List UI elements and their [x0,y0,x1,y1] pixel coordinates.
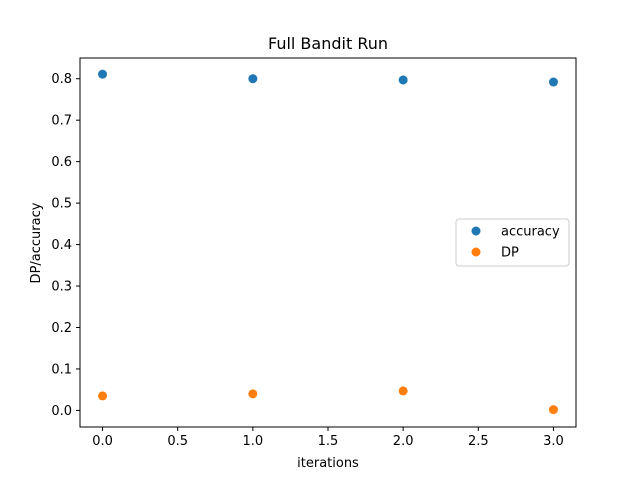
y-tick-label: 0.1 [51,362,72,377]
legend-marker-accuracy [471,226,481,236]
y-axis: 0.0 0.1 0.2 0.3 0.4 0.5 0.6 0.7 0.8 [51,72,80,419]
legend-label-dp: DP [501,246,519,261]
y-axis-label: DP/accuracy [29,202,44,283]
accuracy-point [398,75,408,85]
legend-label-accuracy: accuracy [501,225,560,240]
y-tick-label: 0.4 [51,238,72,253]
x-tick-label: 3.0 [543,434,564,449]
x-axis-label: iterations [297,456,359,471]
x-tick-label: 0.0 [92,434,113,449]
x-tick-label: 2.5 [468,434,489,449]
accuracy-point [98,69,108,79]
y-tick-label: 0.3 [51,280,72,295]
legend-box [455,218,570,267]
legend-marker-dp [471,247,481,257]
dp-point [548,405,558,415]
y-tick-label: 0.6 [51,155,72,170]
dp-point [98,391,108,401]
y-tick-label: 0.0 [51,404,72,419]
dp-point [398,386,408,396]
y-tick-label: 0.5 [51,197,72,212]
x-tick-label: 1.5 [318,434,339,449]
plot-frame [79,57,577,428]
dp-point [248,389,258,399]
chart-title: Full Bandit Run [268,34,388,53]
x-tick-label: 2.0 [393,434,414,449]
accuracy-point [548,77,558,87]
y-tick-label: 0.7 [51,114,72,129]
y-tick-label: 0.8 [51,72,72,87]
y-tick-label: 0.2 [51,321,72,336]
data-points [98,69,558,415]
accuracy-point [248,74,258,84]
x-tick-label: 1.0 [243,434,264,449]
x-axis: 0.0 0.5 1.0 1.5 2.0 2.5 3.0 [92,427,564,449]
x-tick-label: 0.5 [167,434,188,449]
legend: accuracy DP [455,218,570,267]
